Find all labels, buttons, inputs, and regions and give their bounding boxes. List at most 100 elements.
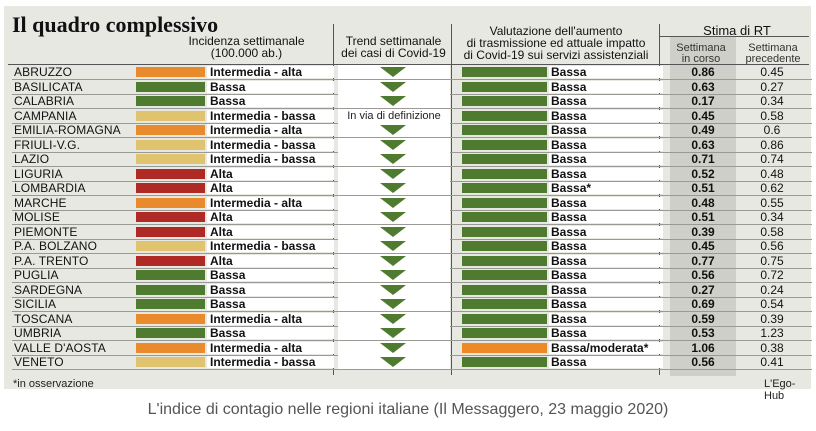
rt-current-value: 0.63 [691,79,715,94]
valutazione-label: Bassa [549,153,663,165]
rt-current-value: 0.49 [691,123,715,137]
header-trend: Trend settimanale dei casi di Covid-19 [337,35,450,59]
incidence-color-bar [136,255,205,266]
trend-cell [338,311,450,326]
region-name: CALABRIA [14,94,75,108]
rt-current-value: 0.56 [691,355,715,369]
valutazione-label: Bassa [549,283,663,296]
valutazione-color-bar [462,255,547,266]
trend-cell [338,268,450,282]
region-name: TOSCANA [14,311,73,326]
incidence-color-bar [136,212,205,222]
region-name: UMBRIA [14,326,62,340]
incidence-label: Bassa [207,283,334,296]
rt-current-value: 0.59 [691,311,715,326]
region-name: VENETO [14,355,64,369]
trend-down-arrow-icon [380,357,406,367]
rt-previous-value: 0.86 [760,137,784,152]
incidence-label: Alta [207,182,334,194]
valutazione-label: Bassa [549,80,663,93]
trend-down-arrow-icon [380,139,406,150]
incidence-label: Intermedia - alta [207,312,334,325]
incidence-label: Alta [207,254,334,267]
valutazione-color-bar [462,67,547,77]
trend-down-arrow-icon [380,67,406,77]
trend-cell [338,326,450,340]
header-incidenza-line2: (100.000 ab.) [210,46,283,60]
trend-cell [338,166,450,181]
valutazione-color-bar [462,139,547,150]
header-incidenza-line1: Incidenza settimanale [188,34,305,48]
header-trend-line1: Trend settimanale [345,34,442,48]
table-row: VENETO Intermedia - bassa Bassa 0.56 0.41 [12,355,812,370]
trend-cell [338,79,450,94]
table-row: P.A. TRENTO Alta Bassa 0.77 0.75 [12,253,812,269]
header-divider [659,36,809,37]
valutazione-label: Bassa [549,167,663,180]
trend-down-arrow-icon [380,299,406,309]
incidence-label: Bassa [207,95,334,107]
table-row: BASILICATA Bassa Bassa 0.63 0.27 [12,79,812,95]
trend-down-arrow-icon [380,313,406,324]
rt-current-value: 0.45 [691,239,715,253]
footnote: *in osservazione [13,378,94,390]
trend-cell [338,239,450,253]
rt-previous-value: 0.55 [760,195,784,210]
incidence-color-bar [136,96,205,106]
valutazione-label: Bassa [549,138,663,151]
table-row: ABRUZZO Intermedia - alta Bassa 0.86 0.45 [12,65,812,80]
incidence-color-bar [136,328,205,338]
trend-down-arrow-icon [380,342,406,353]
incidence-color-bar [136,342,205,353]
incidence-color-bar [136,183,205,193]
incidence-color-bar [136,270,205,280]
credit: L'Ego-Hub [764,378,796,402]
incidence-color-bar [136,226,205,237]
rt-previous-value: 1.23 [760,326,784,340]
header-rt-current-line1: Settimana [676,42,726,54]
trend-cell [338,65,450,79]
trend-cell: In via di definizione [338,108,450,123]
trend-cell [338,195,450,210]
incidence-label: Intermedia - bassa [207,138,334,151]
valutazione-color-bar [462,313,547,324]
valutazione-label: Bassa [549,269,663,281]
rt-previous-value: 0.54 [760,297,784,311]
incidence-color-bar [136,154,205,164]
rt-current-value: 0.86 [691,65,715,79]
incidence-label: Alta [207,225,334,238]
table-row: LOMBARDIA Alta Bassa* 0.51 0.62 [12,181,812,196]
rt-current-value: 0.52 [691,166,715,181]
rt-current-value: 0.27 [691,282,715,297]
incidence-label: Intermedia - alta [207,196,334,209]
table-row: TOSCANA Intermedia - alta Bassa 0.59 0.39 [12,311,812,327]
header-divider [8,64,809,65]
incidence-label: Alta [207,211,334,223]
trend-cell [338,340,450,355]
incidence-color-bar [136,67,205,77]
table-row: SARDEGNA Bassa Bassa 0.27 0.24 [12,282,812,298]
valutazione-label: Bassa [549,312,663,325]
valutazione-color-bar [462,168,547,179]
valutazione-label: Bassa/moderata* [549,341,663,354]
trend-cell [338,355,450,369]
rt-current-value: 0.17 [691,94,715,108]
valutazione-color-bar [462,110,547,121]
incidence-color-bar [136,81,205,92]
valutazione-label: Bassa [549,240,663,252]
trend-down-arrow-icon [380,96,406,106]
valutazione-color-bar [462,183,547,193]
incidence-color-bar [136,299,205,309]
trend-down-arrow-icon [380,255,406,266]
trend-cell [338,137,450,152]
table-row: LAZIO Intermedia - bassa Bassa 0.71 0.74 [12,152,812,167]
rt-previous-value: 0.62 [760,181,784,195]
header-incidenza: Incidenza settimanale (100.000 ab.) [164,35,329,59]
table-row: P.A. BOLZANO Intermedia - bassa Bassa 0.45 0… [12,239,812,254]
header-rt-previous-line1: Settimana [748,42,798,54]
trend-down-arrow-icon [380,328,406,338]
trend-cell [338,152,450,166]
region-name: EMILIA-ROMAGNA [14,123,121,137]
table-row: CALABRIA Bassa Bassa 0.17 0.34 [12,94,812,109]
header-rt-previous: Settimana precedente [739,43,807,65]
